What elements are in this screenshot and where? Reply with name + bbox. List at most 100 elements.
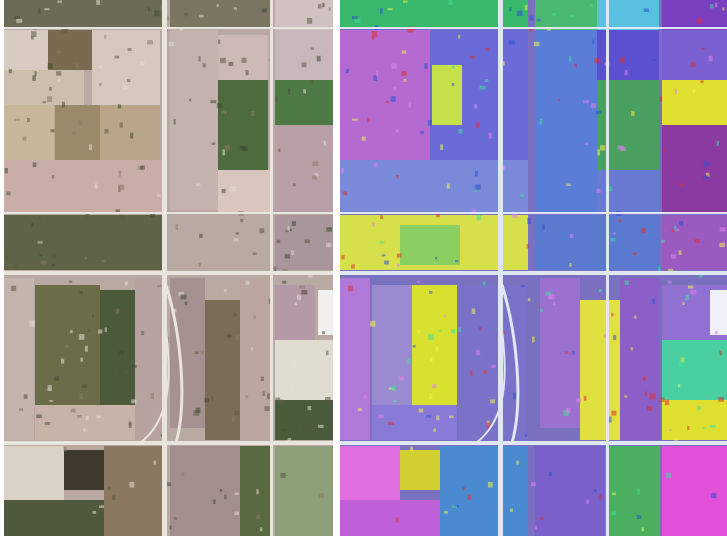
texture bbox=[618, 218, 622, 223]
texture bbox=[697, 406, 702, 411]
texture bbox=[649, 393, 656, 400]
texture bbox=[703, 175, 709, 180]
texture bbox=[458, 129, 463, 134]
texture bbox=[659, 96, 663, 102]
texture bbox=[36, 414, 42, 419]
texture bbox=[535, 525, 538, 530]
texture bbox=[259, 228, 265, 234]
field bbox=[4, 0, 162, 28]
texture bbox=[83, 428, 86, 432]
texture bbox=[311, 426, 316, 430]
texture bbox=[384, 260, 389, 265]
texture bbox=[539, 118, 543, 125]
field bbox=[104, 446, 162, 536]
texture bbox=[446, 183, 450, 189]
texture bbox=[619, 57, 625, 63]
texture bbox=[373, 75, 377, 81]
texture bbox=[239, 145, 246, 150]
texture bbox=[78, 334, 85, 340]
texture bbox=[510, 508, 513, 513]
texture bbox=[599, 145, 606, 151]
texture bbox=[694, 239, 700, 244]
texture bbox=[294, 302, 297, 306]
texture bbox=[342, 191, 348, 196]
texture bbox=[351, 264, 355, 269]
texture bbox=[112, 494, 116, 501]
texture bbox=[418, 408, 424, 413]
texture bbox=[633, 315, 637, 319]
road bbox=[162, 0, 167, 536]
field bbox=[275, 215, 333, 270]
texture bbox=[526, 243, 529, 249]
texture bbox=[545, 291, 552, 296]
texture bbox=[131, 364, 137, 368]
texture bbox=[318, 493, 325, 499]
texture bbox=[512, 211, 518, 218]
texture bbox=[710, 493, 717, 499]
texture bbox=[574, 63, 578, 68]
texture bbox=[370, 320, 376, 327]
texture bbox=[279, 399, 284, 406]
field bbox=[662, 80, 727, 125]
texture bbox=[448, 0, 453, 5]
texture bbox=[153, 460, 157, 465]
texture bbox=[299, 285, 305, 289]
texture bbox=[234, 492, 239, 496]
road bbox=[606, 0, 609, 536]
texture bbox=[524, 434, 528, 437]
texture bbox=[393, 399, 397, 403]
texture bbox=[476, 122, 480, 128]
texture bbox=[184, 301, 188, 306]
texture bbox=[57, 0, 62, 3]
texture bbox=[516, 460, 519, 465]
texture bbox=[452, 65, 455, 69]
texture bbox=[565, 407, 571, 414]
texture bbox=[624, 395, 628, 398]
texture bbox=[596, 189, 601, 194]
texture bbox=[702, 426, 706, 430]
field bbox=[240, 446, 270, 536]
texture bbox=[310, 47, 314, 50]
field bbox=[35, 285, 100, 405]
texture bbox=[397, 253, 402, 258]
texture bbox=[669, 429, 672, 432]
texture bbox=[79, 393, 83, 400]
texture bbox=[291, 221, 296, 226]
texture bbox=[220, 110, 227, 114]
texture bbox=[542, 224, 545, 230]
texture bbox=[213, 499, 216, 505]
texture bbox=[201, 351, 204, 355]
texture bbox=[260, 376, 264, 381]
texture bbox=[373, 162, 378, 168]
texture bbox=[470, 370, 473, 377]
texture bbox=[125, 370, 130, 374]
texture bbox=[181, 472, 185, 476]
texture bbox=[450, 329, 456, 334]
texture bbox=[42, 101, 46, 104]
road bbox=[340, 271, 727, 275]
texture bbox=[282, 268, 288, 273]
texture bbox=[37, 8, 41, 14]
texture bbox=[524, 4, 528, 11]
texture bbox=[98, 82, 102, 87]
texture bbox=[118, 170, 122, 177]
texture bbox=[312, 161, 319, 167]
texture bbox=[241, 57, 247, 63]
texture bbox=[34, 71, 37, 77]
texture bbox=[394, 129, 399, 133]
texture bbox=[594, 488, 597, 492]
texture bbox=[301, 289, 308, 295]
texture bbox=[283, 429, 286, 432]
texture bbox=[474, 184, 481, 190]
texture bbox=[232, 416, 235, 423]
texture bbox=[611, 410, 617, 416]
texture bbox=[96, 0, 101, 5]
texture bbox=[222, 149, 226, 156]
texture bbox=[341, 255, 345, 260]
field bbox=[620, 278, 660, 440]
texture bbox=[92, 511, 97, 514]
texture bbox=[98, 505, 104, 508]
texture bbox=[371, 36, 375, 40]
texture bbox=[72, 130, 76, 135]
